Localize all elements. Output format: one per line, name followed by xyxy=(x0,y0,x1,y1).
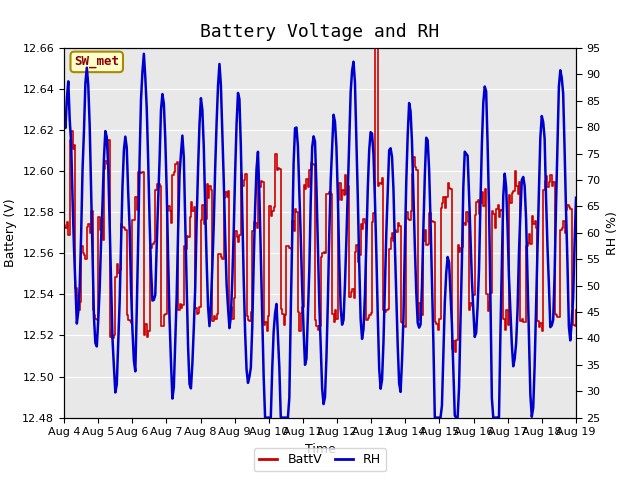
Y-axis label: RH (%): RH (%) xyxy=(606,211,619,255)
BattV xyxy=(230,295,237,301)
BattV xyxy=(60,223,68,228)
Legend: BattV, RH: BattV, RH xyxy=(253,448,387,471)
BattV xyxy=(371,45,379,51)
BattV xyxy=(451,349,459,355)
BattV xyxy=(547,172,554,178)
BattV xyxy=(123,312,131,318)
RH xyxy=(231,170,239,176)
RH xyxy=(240,276,248,282)
RH xyxy=(287,309,294,315)
Y-axis label: Battery (V): Battery (V) xyxy=(4,199,17,267)
RH xyxy=(123,145,131,151)
Line: RH: RH xyxy=(64,54,576,418)
RH xyxy=(261,415,269,420)
Title: Battery Voltage and RH: Battery Voltage and RH xyxy=(200,23,440,41)
RH xyxy=(60,113,68,119)
BattV xyxy=(572,307,580,313)
RH xyxy=(547,324,554,330)
RH xyxy=(214,83,222,88)
BattV xyxy=(239,183,246,189)
Line: BattV: BattV xyxy=(64,48,576,352)
Text: SW_met: SW_met xyxy=(74,55,119,68)
RH xyxy=(572,195,580,201)
BattV xyxy=(284,243,292,249)
X-axis label: Time: Time xyxy=(305,443,335,456)
RH xyxy=(140,51,148,57)
BattV xyxy=(212,311,220,317)
